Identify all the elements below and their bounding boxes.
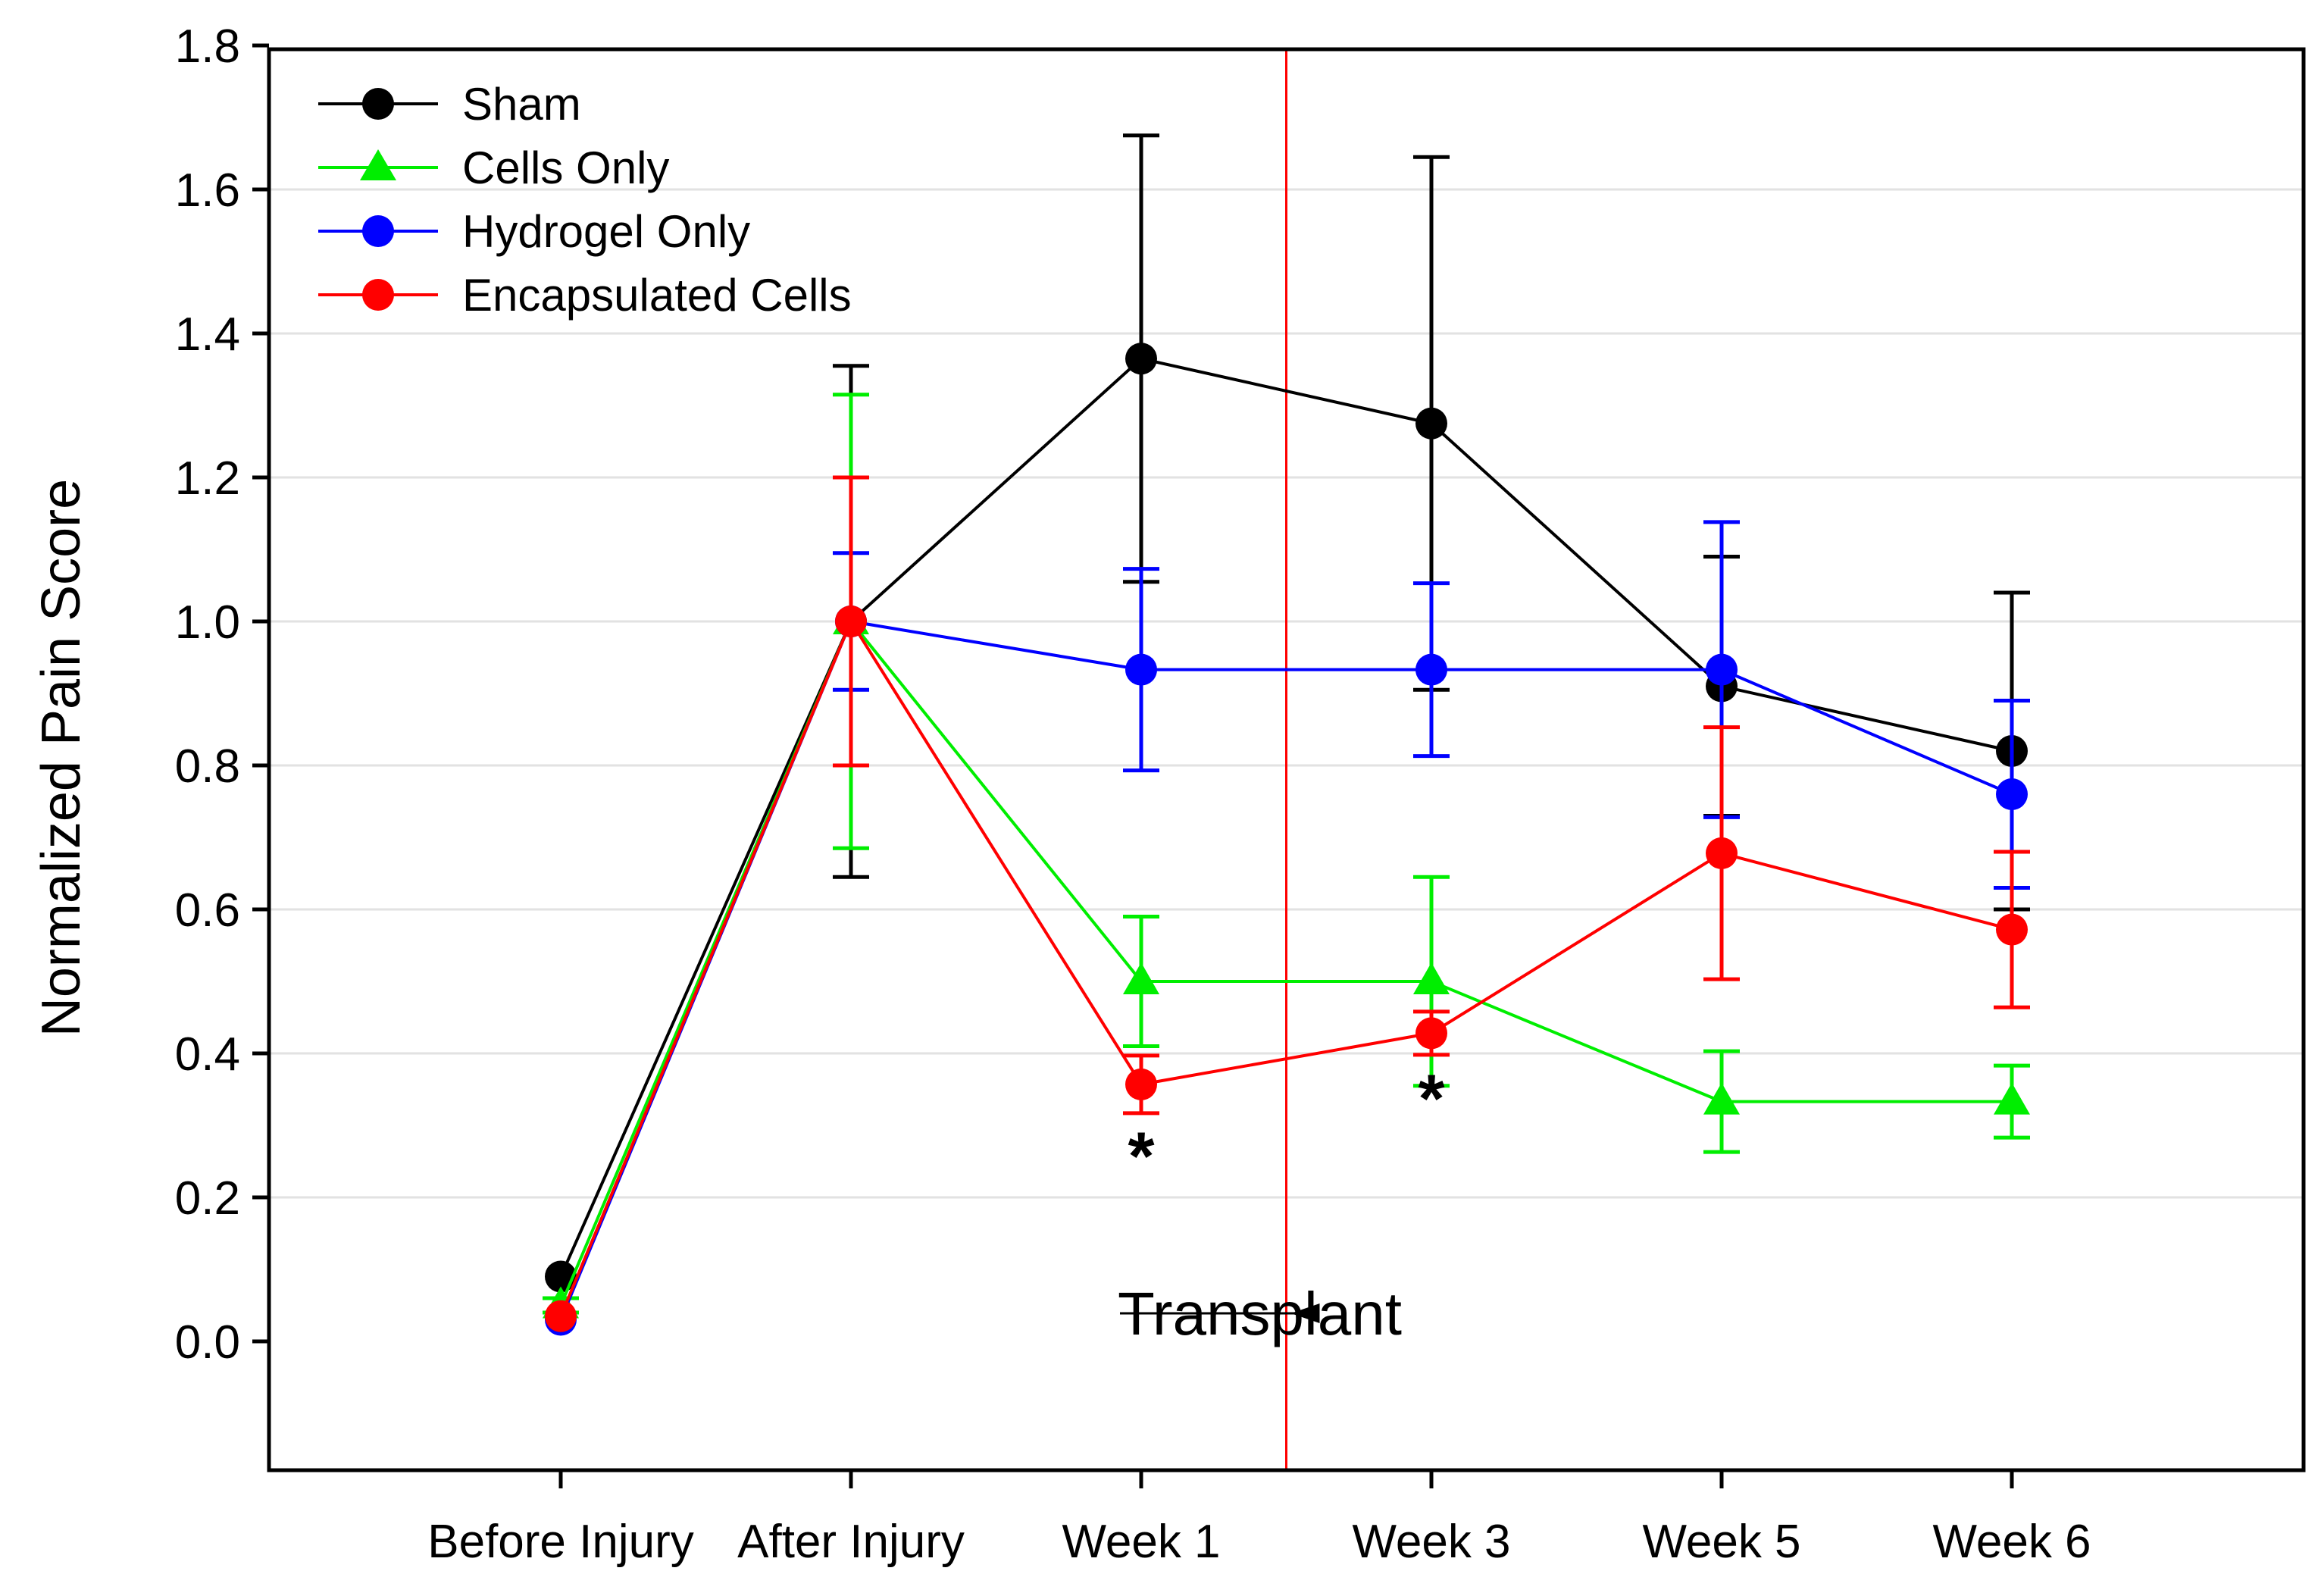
legend-item-encapsulated-cells: Encapsulated Cells [318,270,852,321]
data-point [1125,343,1157,375]
series-encapsulated-cells [545,475,2030,1332]
data-point [1415,653,1447,686]
y-tick-label: 1.8 [175,20,240,73]
y-tick-label: 0.0 [175,1316,240,1369]
x-tick-label: Week 3 [1352,1516,1510,1568]
y-tick-label: 0.8 [175,740,240,793]
data-point [1706,653,1738,686]
legend-item-cells-only: Cells Only [318,142,669,193]
legend-item-hydrogel-only: Hydrogel Only [318,206,750,257]
legend-label: Cells Only [462,142,669,193]
y-tick-label: 0.4 [175,1028,240,1081]
legend-marker [362,88,394,120]
series-line [559,618,2013,1317]
legend-item-sham: Sham [318,79,581,130]
data-point [1123,962,1159,994]
legend-label: Sham [462,79,581,130]
legend-label: Encapsulated Cells [462,270,852,321]
data-point [1415,407,1447,440]
data-point [1125,653,1157,686]
data-point [1996,913,2028,946]
significance-star: * [1418,1061,1444,1137]
series-line [559,357,2013,1278]
x-tick-label: Week 5 [1642,1516,1800,1568]
y-tick-label: 1.4 [175,308,240,361]
y-tick-label: 0.2 [175,1172,240,1225]
data-point [1125,1068,1157,1100]
transplant-marker: Transplant [1118,49,1402,1470]
significance-star: * [1128,1119,1154,1194]
series-layer [543,133,2030,1336]
transplant-label: Transplant [1118,1280,1402,1347]
y-tick-label: 1.6 [175,164,240,217]
data-point [1413,962,1450,994]
significance-markers: ** [1128,1061,1444,1194]
x-axis: Before Injury After Injury Week 1 Week 3 Wee… [427,1470,2091,1568]
legend-label: Hydrogel Only [462,206,750,257]
plot-frame [267,47,2306,1472]
data-point [1703,1082,1740,1115]
y-tick-label: 0.6 [175,884,240,937]
axes [267,47,2306,1472]
data-point [1996,778,2028,810]
x-tick-label: Before Injury [427,1516,694,1568]
legend: Sham Cells Only Hydrogel Only Encapsulated … [318,79,852,321]
x-tick-label: Week 6 [1932,1516,2091,1568]
transplant-arrow-head [1290,1303,1320,1323]
data-point [835,606,867,637]
y-axis-title: Normalized Pain Score [31,479,92,1037]
data-point [545,1300,577,1332]
data-point [1994,1082,2030,1115]
y-tick-label: 1.0 [175,596,240,649]
legend-marker [360,149,396,180]
legend-marker [362,215,394,247]
y-tick-label: 1.2 [175,452,240,505]
legend-marker [362,279,394,311]
x-tick-label: After Injury [737,1516,965,1568]
data-point [1415,1017,1447,1050]
y-axis: 0.0 0.2 0.4 0.6 0.8 1.0 1.2 1.4 1.6 1.8 [175,20,269,1369]
data-point [1706,837,1738,869]
x-tick-label: Week 1 [1062,1516,1220,1568]
